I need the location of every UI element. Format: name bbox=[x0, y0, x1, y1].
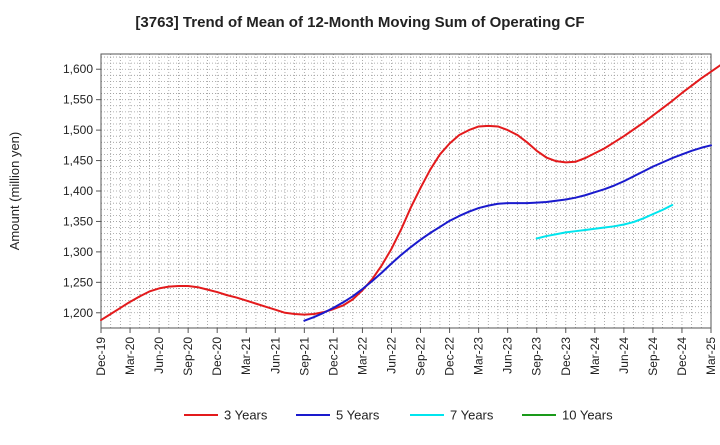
x-tick-label: Dec-21 bbox=[326, 337, 340, 376]
grid bbox=[100, 54, 712, 328]
y-tick-label: 1,600 bbox=[63, 62, 93, 76]
x-tick-label: Dec-20 bbox=[210, 337, 224, 376]
legend-label-3-years: 3 Years bbox=[224, 408, 268, 423]
x-tick-label: Dec-23 bbox=[559, 337, 573, 376]
y-axis-ticks: 1,200 1,250 1,300 1,350 1,400 1,450 1,500 1,550… bbox=[63, 62, 101, 320]
legend-label-7-years: 7 Years bbox=[450, 408, 494, 423]
x-tick-label: Sep-20 bbox=[181, 337, 195, 376]
x-tick-label: Jun-24 bbox=[617, 337, 631, 374]
x-tick-label: Mar-25 bbox=[704, 337, 718, 375]
y-tick-label: 1,200 bbox=[63, 306, 93, 320]
x-tick-label: Mar-20 bbox=[123, 337, 137, 375]
x-tick-label: Mar-24 bbox=[588, 337, 602, 375]
y-tick-label: 1,350 bbox=[63, 214, 93, 228]
y-axis-label: Amount (million yen) bbox=[7, 132, 22, 251]
x-tick-label: Sep-24 bbox=[646, 337, 660, 376]
y-tick-label: 1,300 bbox=[63, 245, 93, 259]
x-tick-label: Sep-21 bbox=[297, 337, 311, 376]
legend: 3 Years 5 Years 7 Years 10 Years bbox=[184, 408, 613, 423]
x-tick-label: Sep-23 bbox=[530, 337, 544, 376]
y-tick-label: 1,400 bbox=[63, 184, 93, 198]
x-tick-label: Dec-24 bbox=[675, 337, 689, 376]
x-tick-label: Jun-20 bbox=[152, 337, 166, 374]
x-tick-label: Jun-22 bbox=[384, 337, 398, 374]
series-line-3-years bbox=[100, 64, 720, 322]
y-tick-label: 1,250 bbox=[63, 275, 93, 289]
x-tick-label: Mar-21 bbox=[239, 337, 253, 375]
x-tick-label: Jun-23 bbox=[501, 337, 515, 374]
legend-label-10-years: 10 Years bbox=[562, 408, 613, 423]
series-line-7-years bbox=[535, 204, 674, 240]
y-tick-label: 1,500 bbox=[63, 123, 93, 137]
x-tick-label: Dec-19 bbox=[94, 337, 108, 376]
series-lines bbox=[100, 64, 720, 322]
x-tick-label: Mar-22 bbox=[355, 337, 369, 375]
y-tick-label: 1,550 bbox=[63, 93, 93, 107]
x-tick-label: Jun-21 bbox=[268, 337, 282, 374]
x-tick-label: Mar-23 bbox=[472, 337, 486, 375]
chart-title: [3763] Trend of Mean of 12-Month Moving … bbox=[135, 14, 584, 31]
legend-label-5-years: 5 Years bbox=[336, 408, 380, 423]
x-tick-label: Sep-22 bbox=[414, 337, 428, 376]
x-axis-ticks: Dec-19 Mar-20 Jun-20 Sep-20 Dec-20 Mar-21 Jun-… bbox=[94, 328, 718, 376]
series-line-5-years bbox=[303, 144, 712, 322]
x-tick-label: Dec-22 bbox=[443, 337, 457, 376]
y-tick-label: 1,450 bbox=[63, 154, 93, 168]
